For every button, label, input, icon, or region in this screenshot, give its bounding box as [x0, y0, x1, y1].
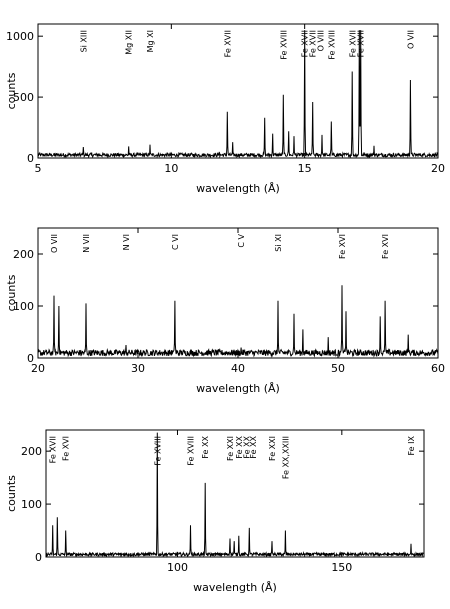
y-tick-label: 0	[27, 352, 34, 365]
line-label: N VII	[82, 234, 91, 253]
line-label: Fe XVII	[357, 30, 366, 57]
x-tick-label: 60	[431, 362, 445, 375]
line-label: Mg XII	[125, 30, 134, 55]
spectrum-panel-3: 100 150 0 100 200 wavelength (Å) counts Fe XVII…	[5, 429, 425, 594]
line-label: Si XI	[274, 234, 283, 252]
line-label: Mg XI	[146, 30, 155, 52]
x-tick-label: 20	[31, 362, 45, 375]
line-label: C VI	[171, 234, 180, 250]
line-label: Fe XVIII	[327, 30, 336, 60]
y-tick-label: 100	[21, 498, 42, 511]
line-label: Fe XVI	[338, 234, 347, 259]
x-axis-label: wavelength (Å)	[196, 382, 280, 395]
spectrum-panel-1: 5 10 15 20 0 500 1000 wavelength (Å) counts Si XI…	[5, 23, 445, 195]
x-tick-label: 10	[164, 162, 178, 175]
spectrum-trace	[45, 432, 425, 558]
line-label: Fe XVII	[49, 436, 58, 463]
x-tick-label: 20	[431, 162, 445, 175]
line-label: Fe XX	[249, 435, 258, 458]
line-label: C V	[237, 233, 246, 247]
x-tick-label: 15	[298, 162, 312, 175]
line-label: N VI	[122, 234, 131, 250]
line-label: Fe XX	[243, 435, 252, 458]
plot-frame	[45, 429, 425, 558]
line-label: Fe XVI	[381, 234, 390, 259]
spectrum-trace	[37, 30, 439, 159]
spectrum-trace	[37, 285, 439, 358]
line-label: Fe XX	[235, 435, 244, 458]
line-label: Fe XX	[201, 435, 210, 458]
line-label: Fe XXI	[226, 436, 235, 461]
x-tick-label: 40	[231, 362, 245, 375]
y-axis-label: counts	[5, 72, 18, 109]
y-axis-label: counts	[5, 274, 18, 311]
x-tick-label: 50	[331, 362, 345, 375]
line-label: Fe XVII	[309, 30, 318, 57]
line-label: Fe XVII	[301, 30, 310, 57]
x-tick-label: 5	[35, 162, 42, 175]
y-tick-label: 0	[27, 152, 34, 165]
line-label: Si XIII	[79, 30, 88, 52]
plot-frame	[37, 23, 439, 159]
spectrum-panel-2: 20 30 40 50 60 0 100 200 wavelength (Å) counts O V…	[5, 227, 445, 395]
y-tick-label: 200	[21, 445, 42, 458]
x-tick-label: 100	[167, 561, 188, 574]
x-axis-label: wavelength (Å)	[193, 581, 277, 594]
line-label: Fe XVI	[62, 436, 71, 461]
y-tick-label: 500	[13, 91, 34, 104]
line-label: Fe XXI	[268, 436, 277, 461]
line-label: Fe IX	[407, 435, 416, 455]
y-tick-label: 1000	[6, 30, 34, 43]
x-axis-label: wavelength (Å)	[196, 182, 280, 195]
y-tick-label: 200	[13, 248, 34, 261]
y-tick-label: 100	[13, 300, 34, 313]
line-label: O VIII	[317, 30, 326, 51]
y-tick-label: 0	[35, 551, 42, 564]
x-tick-label: 150	[331, 561, 352, 574]
line-label: O VII	[50, 234, 59, 253]
line-label: O VII	[407, 30, 416, 49]
line-label: Fe XVII	[349, 30, 358, 57]
line-label: Fe XVIII	[279, 30, 288, 60]
line-label: Fe XVIII	[186, 436, 195, 466]
x-tick-label: 30	[131, 362, 145, 375]
y-axis-label: counts	[5, 475, 18, 512]
line-label: Fe XX,XXIII	[281, 436, 290, 479]
line-label: Fe XVIII	[153, 436, 162, 466]
line-label: Fe XVII	[223, 30, 232, 57]
